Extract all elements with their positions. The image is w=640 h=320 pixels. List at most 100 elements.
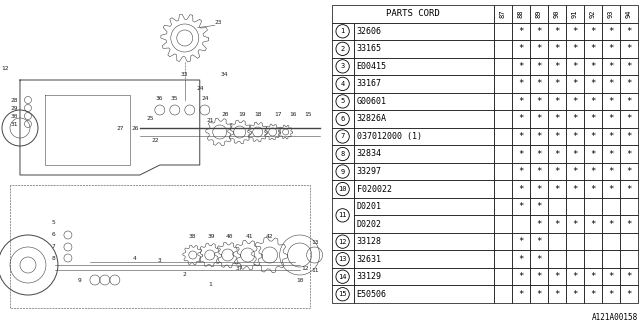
Text: *: *: [572, 97, 578, 106]
Text: *: *: [627, 185, 632, 194]
Bar: [530, 198, 548, 215]
Text: 5: 5: [340, 99, 345, 104]
Text: *: *: [572, 79, 578, 88]
Bar: [354, 75, 494, 93]
Bar: [602, 285, 620, 303]
Bar: [620, 180, 638, 198]
Bar: [512, 285, 530, 303]
Text: *: *: [590, 167, 596, 176]
Bar: [548, 93, 566, 110]
Bar: [530, 40, 548, 58]
Bar: [566, 93, 584, 110]
Bar: [566, 215, 584, 233]
Text: *: *: [627, 115, 632, 124]
Text: *: *: [627, 272, 632, 281]
Text: *: *: [536, 185, 541, 194]
Bar: [548, 180, 566, 198]
Bar: [512, 58, 530, 75]
Text: *: *: [608, 97, 614, 106]
Text: *: *: [627, 290, 632, 299]
Text: *: *: [536, 167, 541, 176]
Bar: [530, 251, 548, 268]
Bar: [566, 22, 584, 40]
Text: 5: 5: [52, 220, 56, 226]
Text: 20: 20: [222, 113, 230, 117]
Text: *: *: [572, 62, 578, 71]
Text: *: *: [536, 79, 541, 88]
Text: *: *: [554, 62, 559, 71]
Text: *: *: [627, 44, 632, 53]
Text: 32834: 32834: [356, 149, 381, 158]
Bar: [530, 180, 548, 198]
Bar: [494, 163, 512, 180]
Text: *: *: [554, 185, 559, 194]
Bar: [332, 180, 354, 198]
Text: 24: 24: [201, 95, 209, 100]
Bar: [620, 40, 638, 58]
Bar: [602, 93, 620, 110]
Bar: [620, 285, 638, 303]
Text: 7: 7: [52, 244, 56, 250]
Bar: [602, 40, 620, 58]
Bar: [620, 251, 638, 268]
Text: 37: 37: [236, 266, 243, 270]
Text: *: *: [627, 79, 632, 88]
Text: 3: 3: [340, 63, 345, 69]
Text: *: *: [518, 290, 524, 299]
Text: 36: 36: [156, 95, 164, 100]
Bar: [620, 163, 638, 180]
Bar: [512, 93, 530, 110]
Text: *: *: [590, 272, 596, 281]
Text: *: *: [518, 97, 524, 106]
Text: *: *: [590, 290, 596, 299]
Bar: [566, 75, 584, 93]
Bar: [494, 198, 512, 215]
Bar: [494, 268, 512, 285]
Text: 24: 24: [196, 85, 204, 91]
Text: *: *: [608, 220, 614, 228]
Text: *: *: [608, 27, 614, 36]
Text: *: *: [554, 44, 559, 53]
Text: 11: 11: [311, 268, 318, 273]
Bar: [494, 93, 512, 110]
Bar: [530, 128, 548, 145]
Text: *: *: [518, 185, 524, 194]
Bar: [332, 198, 354, 233]
Bar: [494, 5, 512, 22]
Text: *: *: [590, 44, 596, 53]
Bar: [530, 285, 548, 303]
Bar: [584, 285, 602, 303]
Text: *: *: [572, 27, 578, 36]
Text: 26: 26: [131, 125, 139, 131]
Bar: [332, 22, 354, 40]
Bar: [584, 268, 602, 285]
Bar: [620, 268, 638, 285]
Bar: [566, 268, 584, 285]
Text: 30: 30: [10, 114, 18, 118]
Text: *: *: [590, 62, 596, 71]
Bar: [494, 215, 512, 233]
Bar: [512, 163, 530, 180]
Text: *: *: [590, 79, 596, 88]
Text: 16: 16: [289, 113, 296, 117]
Text: 7: 7: [340, 133, 345, 140]
Text: 12: 12: [1, 66, 9, 70]
Text: *: *: [518, 27, 524, 36]
Bar: [354, 285, 494, 303]
Bar: [332, 251, 354, 268]
Text: D0202: D0202: [356, 220, 381, 228]
Text: *: *: [608, 44, 614, 53]
Text: *: *: [554, 272, 559, 281]
Text: 11: 11: [339, 212, 347, 218]
Text: *: *: [572, 167, 578, 176]
Bar: [548, 22, 566, 40]
Text: *: *: [554, 79, 559, 88]
Bar: [584, 128, 602, 145]
Bar: [584, 198, 602, 215]
Bar: [512, 215, 530, 233]
Bar: [530, 110, 548, 128]
Text: 41: 41: [246, 235, 253, 239]
Text: 23: 23: [214, 20, 221, 25]
Bar: [548, 268, 566, 285]
Bar: [494, 40, 512, 58]
